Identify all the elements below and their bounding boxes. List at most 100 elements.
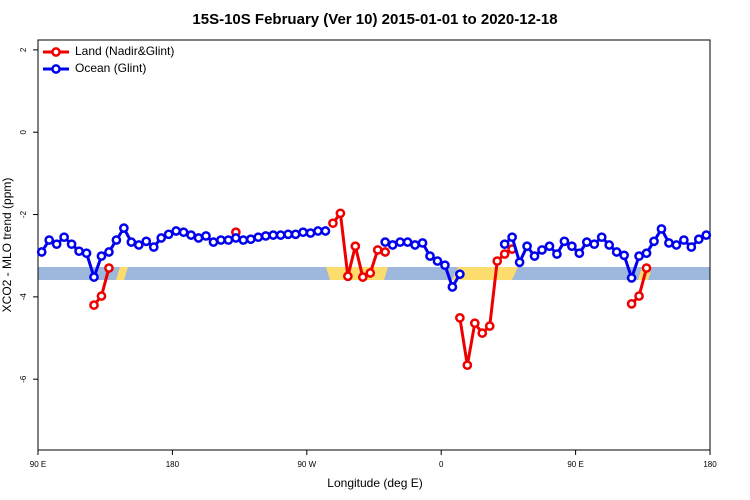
data-point bbox=[59, 232, 69, 243]
data-point bbox=[141, 236, 152, 247]
data-point bbox=[275, 230, 286, 240]
data-point bbox=[477, 328, 488, 338]
data-point bbox=[126, 237, 137, 247]
data-point bbox=[410, 240, 420, 250]
data-point bbox=[163, 229, 174, 240]
data-point bbox=[283, 229, 293, 240]
land-band bbox=[326, 267, 388, 280]
data-point bbox=[447, 282, 458, 292]
data-point bbox=[507, 232, 517, 243]
data-point bbox=[395, 237, 405, 247]
data-point bbox=[96, 251, 107, 261]
data-point bbox=[380, 247, 391, 257]
data-point bbox=[44, 235, 55, 245]
data-point bbox=[440, 260, 450, 271]
land-band bbox=[116, 267, 128, 280]
data-point bbox=[462, 360, 473, 371]
data-point bbox=[567, 241, 577, 252]
data-point bbox=[208, 237, 219, 247]
y-tick-label: 0 bbox=[19, 129, 28, 134]
x-tick-label: 0 bbox=[439, 460, 444, 469]
data-point bbox=[701, 230, 712, 240]
legend-marker bbox=[51, 47, 61, 57]
data-point bbox=[641, 248, 652, 259]
chart-title: 15S-10S February (Ver 10) 2015-01-01 to … bbox=[192, 11, 557, 28]
data-point bbox=[36, 247, 47, 257]
x-axis-label: Longitude (deg E) bbox=[327, 476, 422, 490]
data-point bbox=[245, 234, 256, 245]
land-band bbox=[452, 267, 518, 280]
data-point bbox=[402, 237, 413, 247]
data-point bbox=[171, 226, 181, 236]
plot-frame bbox=[37, 39, 711, 451]
legend: Land (Nadir&Glint) Ocean (Glint) bbox=[43, 44, 174, 75]
data-point bbox=[133, 240, 144, 250]
data-point bbox=[686, 242, 697, 252]
data-point bbox=[604, 240, 615, 250]
data-point bbox=[693, 234, 704, 245]
data-point bbox=[626, 273, 637, 283]
data-point bbox=[81, 248, 92, 259]
data-point bbox=[596, 232, 607, 243]
data-point bbox=[111, 235, 122, 245]
data-point bbox=[104, 263, 114, 273]
data-point bbox=[581, 237, 592, 247]
x-tick-label: 90 E bbox=[567, 460, 583, 469]
legend-label: Land (Nadir&Glint) bbox=[75, 44, 174, 58]
x-tick-label: 90 E bbox=[30, 460, 46, 469]
data-point bbox=[611, 247, 622, 257]
data-point bbox=[425, 251, 435, 261]
y-tick-label: -4 bbox=[19, 293, 28, 301]
data-point bbox=[634, 291, 644, 301]
data-point bbox=[649, 236, 659, 247]
data-point bbox=[387, 240, 398, 250]
data-point bbox=[544, 241, 555, 252]
data-point bbox=[552, 249, 562, 259]
x-tick-label: 180 bbox=[703, 460, 717, 469]
data-point bbox=[626, 299, 637, 309]
data-point bbox=[89, 300, 99, 310]
x-tick-label: 90 W bbox=[297, 460, 316, 469]
data-point bbox=[679, 235, 689, 245]
x-tick-label: 180 bbox=[166, 460, 180, 469]
data-point bbox=[664, 238, 674, 248]
data-point bbox=[328, 218, 338, 229]
data-point bbox=[559, 236, 570, 247]
data-point bbox=[201, 231, 211, 241]
data-point bbox=[492, 256, 503, 266]
data-point bbox=[619, 250, 629, 261]
data-point bbox=[529, 251, 540, 261]
data-point bbox=[499, 249, 510, 259]
data-point bbox=[178, 227, 189, 238]
data-point bbox=[74, 246, 84, 257]
y-tick-label: 2 bbox=[19, 47, 28, 52]
data-point bbox=[432, 256, 443, 266]
data-point bbox=[671, 240, 682, 250]
data-point bbox=[343, 271, 353, 282]
data-point bbox=[484, 321, 495, 331]
data-point bbox=[574, 248, 585, 259]
data-point bbox=[357, 272, 368, 282]
data-point bbox=[320, 226, 331, 236]
data-point bbox=[231, 233, 241, 243]
data-point bbox=[238, 235, 249, 245]
data-point bbox=[469, 318, 480, 329]
data-point bbox=[372, 245, 383, 255]
data-point bbox=[522, 241, 532, 252]
data-point bbox=[335, 208, 346, 219]
data-point bbox=[589, 239, 600, 250]
data-point bbox=[537, 245, 547, 255]
data-point bbox=[455, 269, 465, 280]
y-tick-label: -6 bbox=[19, 375, 28, 383]
data-point bbox=[186, 230, 196, 240]
data-point bbox=[634, 251, 644, 261]
data-point bbox=[268, 230, 279, 240]
data-point bbox=[104, 247, 114, 257]
data-point bbox=[365, 268, 376, 278]
data-point bbox=[193, 233, 204, 243]
y-tick-label: -2 bbox=[19, 210, 28, 218]
data-point bbox=[89, 272, 99, 282]
data-point bbox=[350, 241, 361, 252]
data-point bbox=[380, 237, 391, 247]
data-point bbox=[514, 257, 525, 268]
